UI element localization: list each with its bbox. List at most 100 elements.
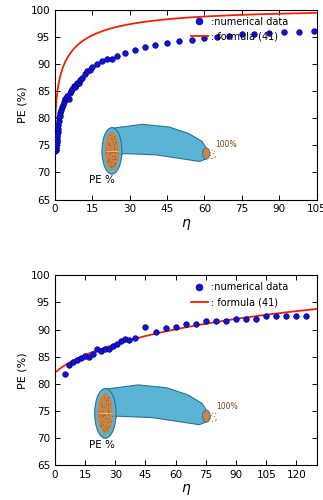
Point (214, 33, 219, 41)
Point (164, 39, 170, 47)
Point (64, 94, 69, 102)
Point (78, 354, 84, 362)
Point (87, 352, 92, 360)
Point (252, 30, 257, 38)
Point (297, 28, 302, 36)
Point (95, 60, 100, 68)
Point (100, 58, 105, 66)
Point (107, 344, 112, 352)
Point (68, 86, 74, 94)
Point (177, 38, 182, 46)
Point (90, 350, 96, 358)
Point (266, 28, 272, 36)
Legend: :numerical data, : formula (41): :numerical data, : formula (41) (191, 282, 288, 307)
Point (274, 312, 279, 320)
Point (59, 104, 65, 112)
Point (189, 36, 194, 44)
Text: PE %: PE % (89, 174, 115, 184)
Point (74, 80, 79, 88)
Point (55, 134, 60, 141)
Point (55, 125, 60, 133)
Point (234, 314, 239, 322)
Point (82, 70, 88, 78)
X-axis label: η: η (181, 216, 190, 230)
Point (90, 63, 95, 71)
Point (152, 41, 157, 49)
Point (115, 340, 120, 348)
Point (54, 138, 59, 146)
Point (85, 66, 90, 74)
Point (87, 66, 92, 74)
Text: PE %: PE % (89, 440, 115, 450)
Y-axis label: PE (%): PE (%) (18, 352, 28, 389)
Point (227, 32, 232, 40)
Point (62, 370, 68, 378)
Point (55, 130, 60, 138)
Point (71, 82, 76, 90)
Point (123, 336, 128, 344)
Point (153, 328, 158, 336)
Point (95, 344, 100, 352)
Point (142, 43, 147, 51)
Point (58, 109, 63, 117)
Point (53, 146, 58, 154)
Point (311, 27, 317, 35)
Point (282, 28, 287, 36)
Point (61, 98, 67, 106)
Point (56, 121, 61, 129)
Point (77, 76, 82, 84)
Point (254, 314, 259, 322)
Point (65, 92, 70, 100)
Point (105, 54, 110, 62)
Point (122, 50, 127, 58)
Point (111, 342, 116, 350)
Point (304, 312, 309, 320)
Point (173, 323, 178, 331)
Point (70, 84, 75, 92)
Legend: :numerical data, : formula (41): :numerical data, : formula (41) (191, 17, 288, 42)
Point (213, 318, 218, 326)
Point (115, 52, 120, 60)
Point (80, 74, 85, 82)
Point (54, 140, 59, 148)
Point (58, 106, 64, 114)
Point (66, 95, 71, 103)
Point (70, 358, 76, 366)
Point (72, 83, 78, 91)
Point (244, 314, 249, 322)
Point (284, 312, 289, 320)
Point (54, 136, 59, 144)
Point (203, 318, 208, 326)
Point (82, 352, 88, 360)
Point (67, 361, 72, 369)
Point (103, 344, 108, 352)
Point (62, 96, 68, 104)
X-axis label: η: η (181, 481, 190, 495)
Point (239, 30, 245, 38)
Point (67, 90, 72, 98)
Point (57, 112, 62, 120)
Point (132, 46, 137, 54)
Point (163, 324, 168, 332)
Point (54, 142, 59, 150)
Point (183, 320, 188, 328)
Point (76, 79, 81, 87)
Point (143, 323, 148, 331)
Point (99, 347, 104, 355)
Point (133, 334, 138, 342)
Point (53, 144, 58, 152)
Point (55, 128, 60, 136)
Point (264, 312, 269, 320)
Point (202, 34, 207, 42)
Point (56, 117, 61, 125)
Point (127, 336, 132, 344)
Point (224, 318, 229, 326)
Point (75, 79, 80, 87)
Point (57, 113, 62, 121)
Y-axis label: PE (%): PE (%) (18, 86, 28, 123)
Point (75, 356, 80, 364)
Point (294, 312, 299, 320)
Point (53, 147, 58, 155)
Point (109, 54, 115, 62)
Point (119, 338, 124, 345)
